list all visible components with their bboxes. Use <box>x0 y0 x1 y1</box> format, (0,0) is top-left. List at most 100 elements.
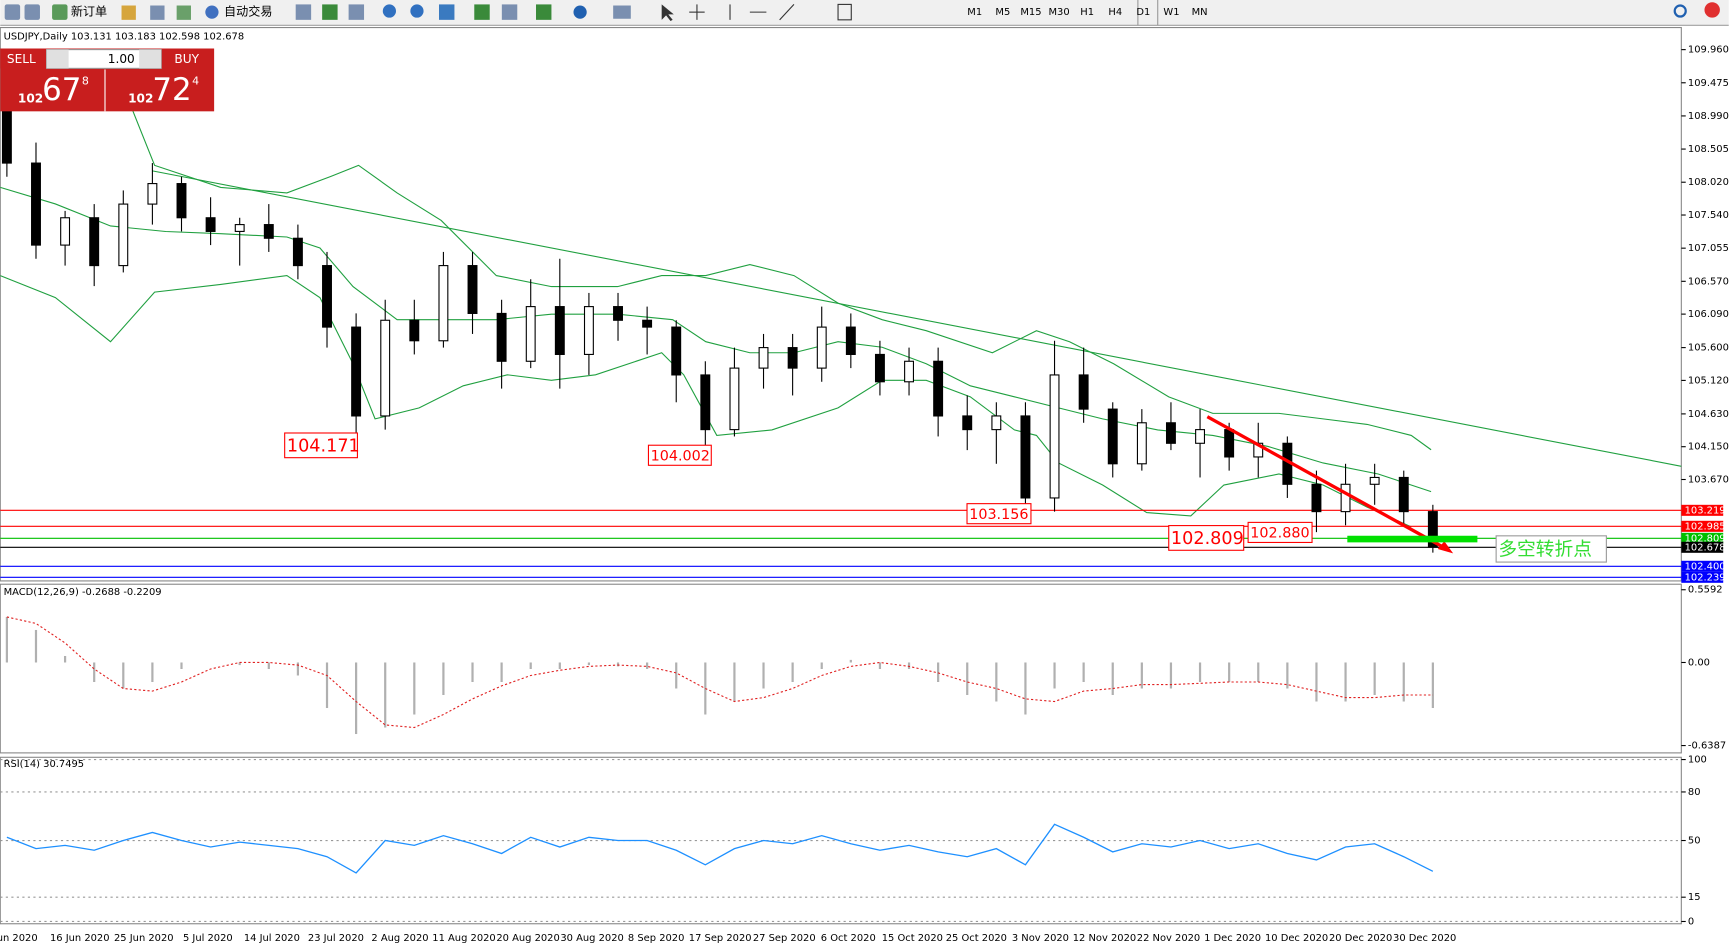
candle-body <box>322 265 332 328</box>
timeframe-button[interactable]: M1 <box>967 7 982 18</box>
candle-body <box>729 367 740 431</box>
candle-body <box>700 374 711 431</box>
candle-body <box>962 415 973 431</box>
x-tick-label: 1 Dec 2020 <box>1204 933 1261 944</box>
timeframe-button[interactable]: W1 <box>1163 7 1179 18</box>
candle-body <box>1311 483 1322 513</box>
y-tick-label: 107.055 <box>1688 243 1729 254</box>
lots[interactable]: 1.00 <box>108 52 135 66</box>
macd-bar <box>1344 662 1347 702</box>
x-tick-label: 2 Aug 2020 <box>371 933 428 944</box>
y-tick-label: 106.570 <box>1688 276 1729 287</box>
y-tick-label: 104.150 <box>1688 442 1729 453</box>
trade-panel: SELL 1.00 BUY 102 67 8 102 72 4 <box>0 48 215 112</box>
candle-body <box>874 353 885 383</box>
macd-bar <box>325 662 329 709</box>
price-tag <box>1681 520 1724 532</box>
y-tick-label: 50 <box>1688 836 1701 847</box>
timeframe-button[interactable]: M5 <box>995 7 1010 18</box>
toolbar-icons <box>4 0 1720 26</box>
x-tick-label: 6 Oct 2020 <box>821 933 876 944</box>
bid-frac: 8 <box>82 75 89 88</box>
macd-bar <box>791 662 794 682</box>
candle-body <box>758 347 769 369</box>
timeframe-button[interactable]: D1 <box>1136 7 1150 18</box>
annotation: 102.809 <box>1171 529 1244 549</box>
candle-body <box>525 306 536 362</box>
x-tick-label: 30 Aug 2020 <box>560 933 623 944</box>
macd-bar <box>1082 662 1085 682</box>
annotation: 103.156 <box>969 507 1028 523</box>
annotation-box <box>284 432 358 459</box>
candle-body <box>787 347 798 369</box>
macd-bar <box>5 616 8 663</box>
candle-body <box>1398 476 1409 513</box>
timeframe-button[interactable]: MN <box>1192 7 1208 18</box>
ask-big: 102 <box>128 92 153 106</box>
timeframe-button[interactable]: M30 <box>1048 7 1069 18</box>
candle-body <box>1020 415 1031 499</box>
y-tick-label: 108.020 <box>1688 177 1729 188</box>
macd-bar <box>1257 662 1260 682</box>
y-tick-label: 105.600 <box>1688 343 1729 354</box>
macd-bar <box>384 662 387 728</box>
x-tick-label: 17 Sep 2020 <box>689 933 752 944</box>
price-tag <box>1681 560 1724 572</box>
new-order-button[interactable]: 新订单 <box>71 4 107 19</box>
x-tick-label: 27 Sep 2020 <box>753 933 816 944</box>
candle-body <box>991 415 1002 431</box>
x-tick-label: 23 Jul 2020 <box>308 933 364 944</box>
timeframe-button[interactable]: H4 <box>1108 7 1122 18</box>
candle-body <box>554 306 565 355</box>
annotation-box <box>1247 521 1313 544</box>
macd-bar <box>63 655 67 663</box>
macd-bar <box>937 662 940 682</box>
macd-bar <box>442 662 445 696</box>
macd-bar <box>558 662 561 669</box>
y-tick-label: 108.990 <box>1688 111 1729 122</box>
macd-bar <box>296 662 300 676</box>
trend-arrow <box>1206 415 1448 551</box>
price-tag <box>1681 504 1724 516</box>
macd-bar <box>529 662 532 669</box>
macd-bar <box>1198 662 1202 682</box>
ask-frac: 4 <box>192 75 199 88</box>
price-tag-label: 102.239 <box>1685 572 1726 583</box>
auto-trading-button[interactable]: 自动交易 <box>224 4 272 19</box>
macd-bar <box>471 662 474 682</box>
macd-bar <box>122 662 125 689</box>
x-tick-label: 16 Jun 2020 <box>50 933 110 944</box>
buy-label[interactable]: BUY <box>174 52 199 66</box>
candle-body <box>583 306 594 355</box>
candle-body <box>671 326 682 376</box>
candle-body <box>613 306 623 321</box>
y-tick-label: 100 <box>1688 755 1707 766</box>
candle-body <box>1136 422 1147 465</box>
price-tag <box>1681 541 1724 553</box>
candle-body <box>205 217 216 232</box>
bid-big: 102 <box>18 92 43 106</box>
macd-bar <box>878 662 882 669</box>
price-tag <box>1681 532 1724 544</box>
y-tick-label: 0.00 <box>1688 657 1710 668</box>
timeframe-button[interactable]: H1 <box>1080 7 1094 18</box>
x-tick-label: 5 Jul 2020 <box>183 933 233 944</box>
macd-bar <box>733 662 736 702</box>
y-tick-label: 0 <box>1688 916 1694 927</box>
x-tick-label: 12 Nov 2020 <box>1073 933 1136 944</box>
annotation-box <box>966 503 1032 525</box>
price-tag-label: 102.678 <box>1685 542 1726 553</box>
macd-bar <box>1431 662 1434 709</box>
rsi-line <box>6 823 1434 874</box>
arrow-head <box>1437 541 1454 554</box>
sell-label[interactable]: SELL <box>7 52 36 66</box>
signal-line <box>6 616 1433 729</box>
candle-body <box>147 183 158 205</box>
timeframe-button[interactable]: M15 <box>1020 7 1041 18</box>
sell-button[interactable] <box>0 48 43 69</box>
timeframes: M1 M5 M15 M30 H1 H4 D1 W1 MN <box>967 7 1207 18</box>
candle-body <box>845 326 856 355</box>
x-tick-label: 10 Dec 2020 <box>1265 933 1328 944</box>
macd-bar <box>587 662 591 666</box>
